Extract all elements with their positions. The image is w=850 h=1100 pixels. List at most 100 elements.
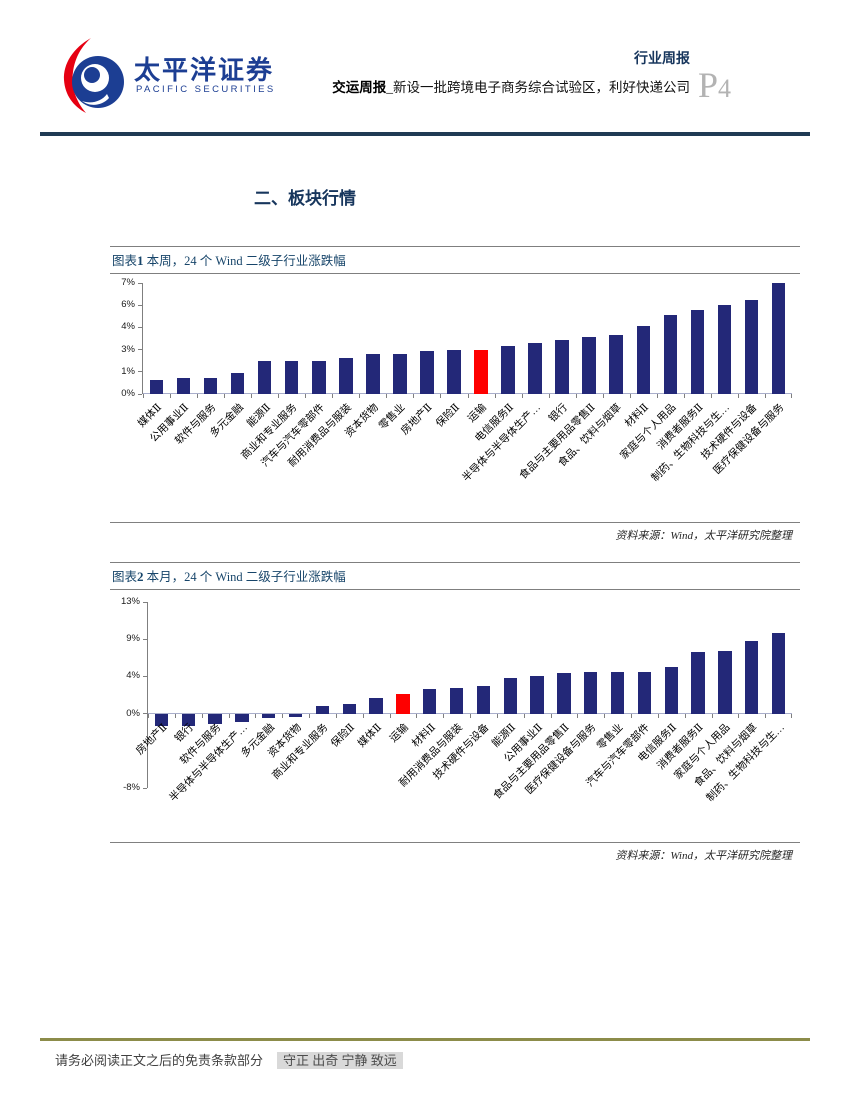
bar bbox=[339, 357, 353, 394]
x-tick-mark bbox=[764, 394, 766, 398]
page-number: P4 bbox=[698, 65, 732, 105]
x-tick-mark bbox=[389, 713, 391, 718]
bar bbox=[636, 325, 651, 394]
x-tick-mark bbox=[631, 713, 632, 718]
y-tick-label: 9% bbox=[126, 633, 140, 645]
bar bbox=[718, 650, 732, 714]
logo-company-name-en: PACIFIC SECURITIES bbox=[136, 84, 276, 95]
bar bbox=[420, 351, 434, 394]
bar bbox=[503, 678, 517, 714]
header-divider bbox=[40, 132, 810, 136]
category-label: 房地产Ⅱ bbox=[134, 721, 170, 757]
bar bbox=[257, 360, 272, 394]
x-tick-mark bbox=[496, 713, 498, 718]
y-tick-mark bbox=[143, 675, 147, 677]
y-tick-label: 3% bbox=[121, 343, 135, 355]
x-tick-mark bbox=[684, 713, 686, 718]
bar bbox=[691, 651, 705, 714]
y-tick-mark bbox=[138, 282, 142, 284]
x-tick-mark bbox=[521, 394, 523, 398]
bar bbox=[203, 378, 218, 394]
x-tick-mark bbox=[174, 713, 176, 718]
y-tick-mark bbox=[138, 371, 142, 373]
bar bbox=[476, 686, 491, 714]
x-tick-mark bbox=[305, 394, 307, 398]
pacific-securities-logo-icon bbox=[60, 36, 126, 121]
x-tick-mark bbox=[656, 394, 658, 398]
footer-divider bbox=[40, 1038, 810, 1041]
x-tick-mark bbox=[148, 713, 149, 718]
x-tick-mark bbox=[228, 713, 230, 718]
x-tick-mark bbox=[359, 394, 361, 398]
figure1-bottom-rule bbox=[110, 522, 800, 523]
y-tick-label: 0% bbox=[121, 388, 135, 399]
y-tick-label: 4% bbox=[126, 670, 140, 682]
x-tick-mark bbox=[413, 394, 415, 398]
bar bbox=[262, 713, 276, 718]
bar bbox=[530, 675, 544, 714]
bar bbox=[637, 671, 652, 714]
figure1-caption: 图表1 本周，24 个 Wind 二级子行业涨跌幅 bbox=[110, 246, 800, 274]
x-tick-mark bbox=[143, 394, 144, 398]
bar bbox=[690, 309, 705, 394]
x-tick-mark bbox=[548, 394, 550, 398]
x-tick-mark bbox=[765, 713, 767, 718]
x-tick-mark bbox=[309, 713, 310, 718]
x-tick-mark bbox=[201, 713, 203, 718]
bar-highlighted bbox=[474, 349, 488, 394]
figure1-source-note: 资料来源：Wind，太平洋研究院整理 bbox=[615, 530, 792, 542]
y-tick-label: 4% bbox=[121, 321, 135, 333]
bar bbox=[447, 349, 461, 394]
x-tick-mark bbox=[523, 713, 525, 718]
figure2-bar-chart: 13% 9% 4% 0% -8% 房地产Ⅱ 银行 软件与服务 半导体与半导体生产… 多元金融 资本货… bbox=[121, 596, 792, 804]
x-axis-baseline bbox=[148, 712, 792, 714]
bar bbox=[208, 713, 222, 724]
bar bbox=[771, 632, 786, 714]
x-tick-mark bbox=[386, 394, 388, 398]
y-axis bbox=[142, 283, 143, 394]
category-label: 运输 bbox=[388, 721, 411, 745]
y-tick-mark bbox=[138, 393, 142, 395]
figure1-bar-chart: 7% 6% 4% 3% 1% 0% 媒体Ⅱ 公用事业Ⅱ 软件与服务 多元金融 能源Ⅱ 商业和专业服务汽… bbox=[121, 277, 792, 484]
bar bbox=[235, 713, 249, 723]
x-tick-mark bbox=[416, 713, 418, 718]
x-tick-mark bbox=[791, 713, 792, 718]
x-tick-mark bbox=[170, 394, 172, 398]
section-heading: 二、板块行情 bbox=[254, 189, 356, 208]
x-tick-mark bbox=[604, 713, 606, 718]
bar bbox=[288, 713, 303, 717]
figure2-source-note: 资料来源：Wind，太平洋研究院整理 bbox=[615, 850, 792, 862]
bar bbox=[664, 667, 678, 714]
x-tick-mark bbox=[335, 713, 337, 718]
bar bbox=[315, 705, 330, 714]
bar bbox=[609, 335, 623, 394]
category-label: 保险Ⅱ bbox=[434, 402, 462, 430]
y-tick-mark bbox=[143, 638, 147, 640]
bar bbox=[610, 672, 625, 714]
x-tick-mark bbox=[467, 394, 469, 398]
y-tick-label: 7% bbox=[121, 277, 135, 288]
x-tick-mark bbox=[550, 713, 552, 718]
x-tick-mark bbox=[332, 394, 334, 398]
bar bbox=[312, 360, 326, 394]
bar bbox=[663, 314, 678, 394]
report-title-bold: 交运周报 bbox=[332, 80, 387, 95]
x-tick-mark bbox=[255, 713, 257, 718]
y-tick-label: 13% bbox=[120, 596, 140, 607]
y-tick-mark bbox=[138, 326, 142, 328]
x-tick-mark bbox=[737, 394, 739, 398]
bar bbox=[557, 673, 571, 714]
x-tick-mark bbox=[629, 394, 631, 398]
y-tick-mark bbox=[143, 713, 147, 715]
bar bbox=[393, 354, 407, 394]
x-tick-mark bbox=[657, 713, 659, 718]
x-tick-mark bbox=[197, 394, 199, 398]
x-tick-mark bbox=[602, 394, 604, 398]
x-tick-mark bbox=[362, 713, 364, 718]
x-tick-mark bbox=[224, 394, 226, 398]
bar bbox=[366, 354, 380, 394]
y-tick-label: 0% bbox=[126, 707, 140, 719]
y-tick-label: 1% bbox=[121, 365, 135, 377]
report-title-rest: _新设一批跨境电子商务综合试验区，利好快递公司 bbox=[386, 80, 690, 95]
